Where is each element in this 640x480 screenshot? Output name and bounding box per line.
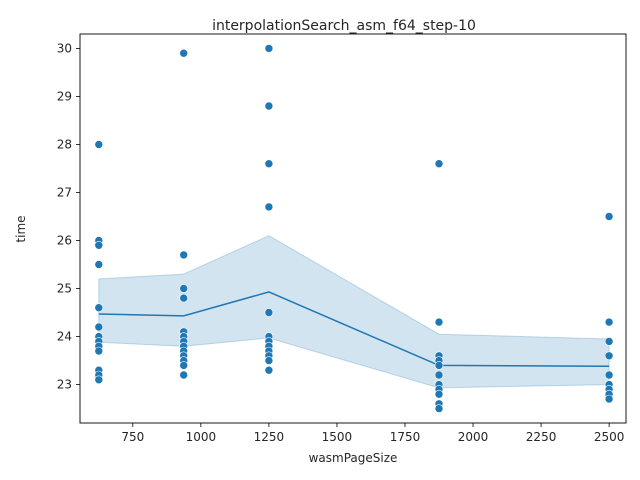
data-point [434, 404, 444, 413]
data-point [179, 48, 188, 58]
x-tick-label: 1250 [254, 430, 285, 444]
data-point [604, 212, 614, 221]
x-tick-label: 2500 [594, 430, 625, 444]
data-point [604, 317, 614, 327]
data-point [179, 250, 188, 260]
plot-frame [79, 33, 627, 424]
data-point [94, 260, 104, 269]
y-tick-label: 26 [57, 234, 72, 248]
data-point [264, 356, 274, 365]
y-tick-label: 30 [57, 41, 72, 55]
data-point [94, 140, 104, 149]
data-point [604, 370, 614, 380]
data-point [264, 159, 274, 168]
mean-line-layer [98, 291, 610, 368]
data-point [434, 389, 444, 399]
confidence-band-layer [98, 235, 610, 389]
confidence-band [98, 235, 610, 389]
x-tick-label: 1000 [186, 430, 217, 444]
data-point [434, 159, 444, 168]
data-point [604, 337, 614, 346]
data-point [264, 365, 274, 375]
data-points-layer [94, 44, 614, 413]
data-point [179, 361, 188, 370]
data-point [94, 346, 104, 356]
data-point [94, 322, 104, 332]
data-point [604, 351, 614, 361]
data-point [434, 317, 444, 327]
y-axis-ticks: 23 24 25 26 27 28 29 30 [57, 41, 80, 392]
data-point [264, 202, 274, 212]
chart-title: interpolationSearch_asm_f64_step-10 [212, 18, 476, 34]
mean-line [98, 291, 610, 368]
data-point [94, 375, 104, 385]
data-point [604, 394, 614, 404]
data-point [179, 284, 188, 293]
data-point [434, 361, 444, 370]
y-tick-label: 27 [57, 185, 72, 199]
data-point [264, 308, 274, 317]
x-axis-ticks: 750 1000 1250 1500 1750 2000 2250 2500 [121, 423, 624, 444]
y-axis-label: time [14, 215, 28, 242]
data-point [94, 303, 104, 313]
x-tick-label: 1500 [322, 430, 353, 444]
x-axis-label: wasmPageSize [309, 451, 398, 465]
x-tick-label: 2250 [526, 430, 557, 444]
data-point [264, 101, 274, 111]
data-point [179, 370, 188, 380]
y-tick-label: 28 [57, 137, 72, 151]
data-point [179, 293, 188, 303]
y-tick-label: 23 [57, 378, 72, 392]
y-tick-label: 24 [57, 330, 72, 344]
x-tick-label: 1750 [390, 430, 421, 444]
data-point [264, 44, 274, 53]
data-point [434, 370, 444, 380]
y-tick-label: 29 [57, 89, 72, 103]
data-point [94, 241, 104, 250]
x-tick-label: 2000 [458, 430, 489, 444]
x-tick-label: 750 [121, 430, 144, 444]
y-tick-label: 25 [57, 282, 72, 296]
